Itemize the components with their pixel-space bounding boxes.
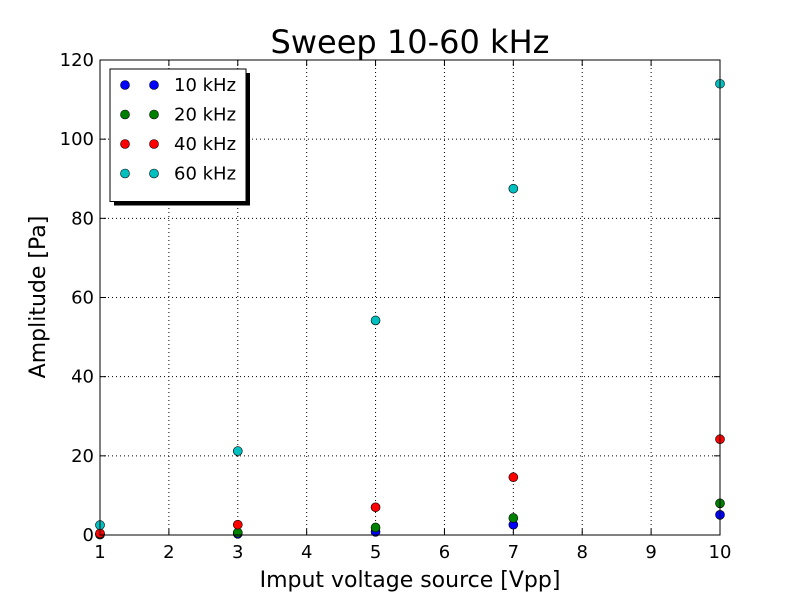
legend-box — [109, 68, 247, 202]
plot-frame — [99, 59, 721, 536]
data-point — [508, 472, 519, 483]
data-point — [232, 446, 243, 456]
legend: 10 kHz 20 kHz 40 kHz 60 kHz — [109, 68, 250, 206]
legend-marker — [149, 80, 159, 90]
legend-label: 10 kHz — [174, 75, 236, 96]
x-tick-label: 4 — [301, 542, 312, 563]
x-axis-label: Imput voltage source [Vpp] — [260, 568, 561, 593]
y-tick-label: 40 — [71, 367, 94, 388]
legend-label: 20 kHz — [174, 105, 236, 126]
data-point — [370, 502, 381, 513]
x-tick-label: 1 — [94, 542, 105, 563]
y-tick-label: 80 — [71, 208, 94, 229]
x-tick-label: 8 — [576, 542, 587, 563]
x-tick-label: 9 — [645, 542, 656, 563]
y-tick-label: 120 — [60, 50, 94, 71]
data-point — [508, 183, 519, 194]
data-point — [232, 519, 243, 530]
legend-marker — [120, 139, 130, 149]
x-tick-label: 7 — [508, 542, 519, 563]
legend-label: 60 kHz — [174, 164, 236, 185]
x-tick-label: 5 — [370, 542, 381, 563]
grid — [100, 60, 720, 535]
legend-marker — [149, 168, 159, 179]
y-tick-label: 0 — [83, 525, 94, 546]
x-tick-label: 6 — [439, 542, 450, 563]
chart-title: Sweep 10-60 kHz — [271, 23, 550, 61]
data-point — [370, 315, 381, 326]
x-tick-label: 2 — [163, 542, 174, 563]
legend-marker — [120, 109, 130, 120]
x-tick-label: 3 — [232, 542, 243, 563]
legend-marker — [120, 168, 130, 179]
legend-marker — [149, 109, 159, 120]
y-tick-label: 100 — [60, 129, 94, 150]
data-point — [370, 522, 381, 533]
legend-marker — [120, 80, 130, 90]
y-axis-label: Amplitude [Pa] — [26, 216, 51, 379]
data-point — [508, 513, 519, 523]
legend-marker — [149, 139, 159, 149]
y-tick-label: 60 — [71, 288, 94, 309]
x-tick-label: 10 — [709, 542, 732, 563]
legend-label: 40 kHz — [174, 134, 236, 155]
y-tick-label: 20 — [71, 446, 94, 467]
